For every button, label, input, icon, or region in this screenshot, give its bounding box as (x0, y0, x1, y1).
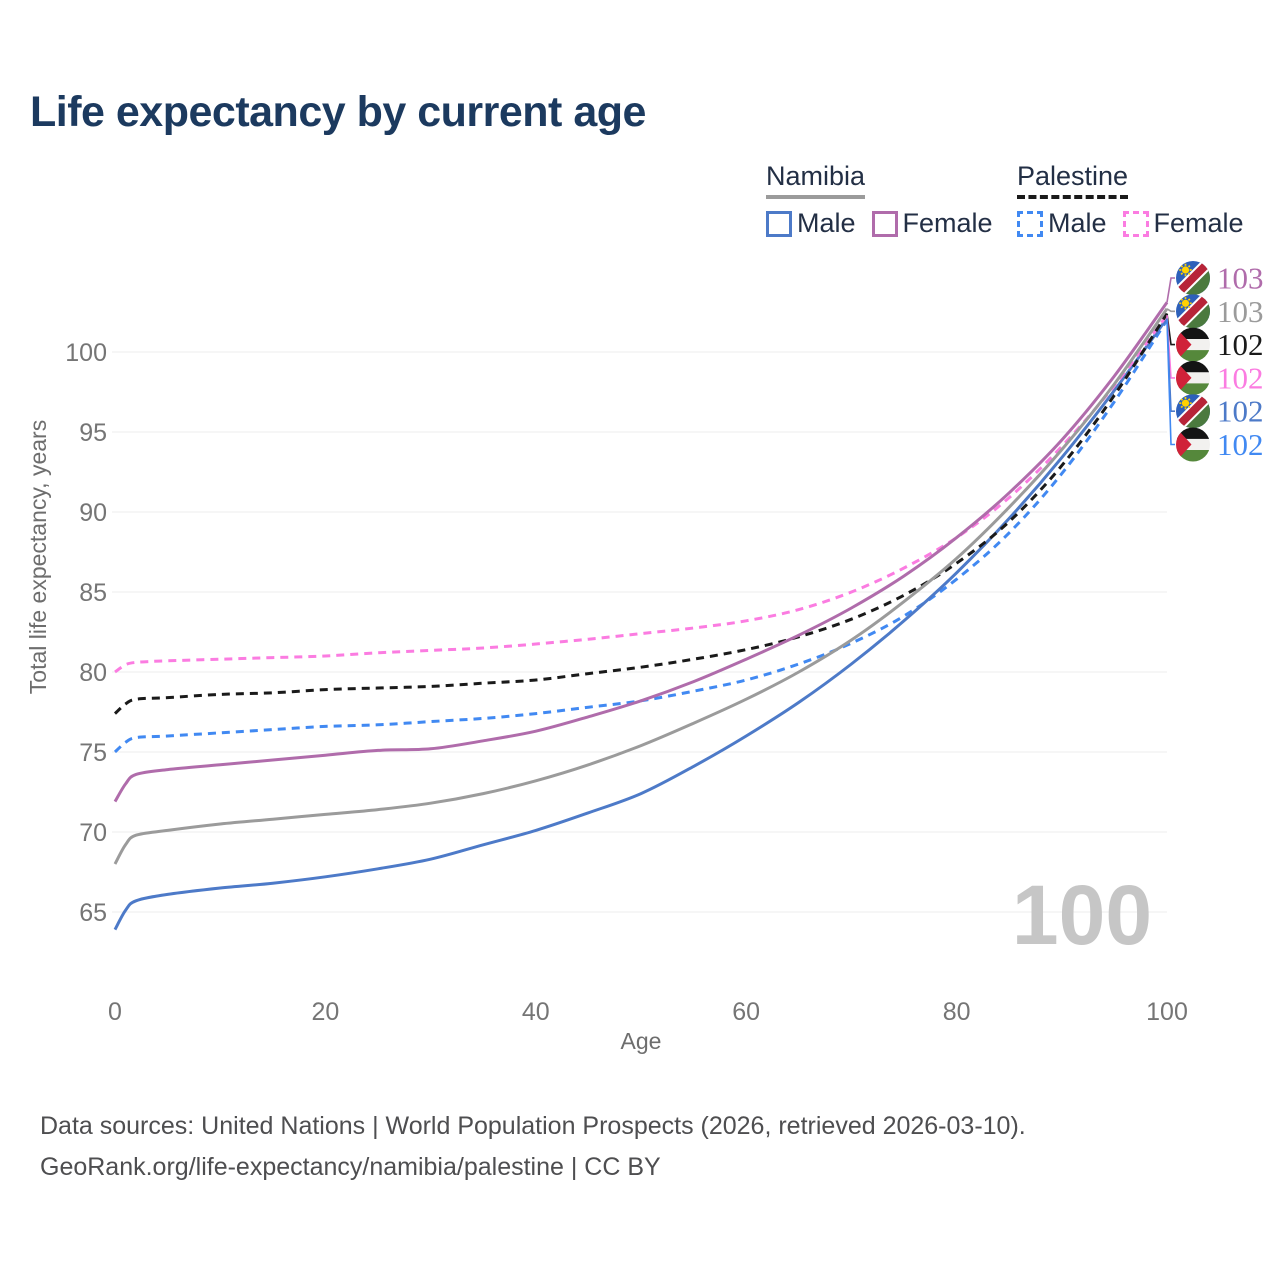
y-tick-label: 90 (79, 499, 107, 527)
legend-label: Female (1153, 208, 1244, 238)
legend-group-palestine: Palestine Male Female (1017, 161, 1244, 239)
x-tick-label: 80 (943, 998, 971, 1026)
end-value-label-namibia-male: 102 (1217, 394, 1264, 429)
x-tick-label: 60 (732, 998, 760, 1026)
end-value-label-namibia-total: 103 (1217, 294, 1264, 329)
x-tick-label: 100 (1146, 998, 1188, 1026)
legend-item-namibia-female[interactable]: Female (871, 208, 993, 239)
legend-label: Female (902, 208, 993, 238)
legend-item-palestine-male[interactable]: Male (1017, 208, 1107, 239)
legend-item-palestine-female[interactable]: Female (1122, 208, 1244, 239)
namibia-flag-icon (1174, 259, 1212, 297)
line-palestine-male[interactable] (113, 319, 1169, 754)
line-palestine-female[interactable] (114, 314, 1169, 674)
x-axis-title: Age (621, 1028, 662, 1054)
line-namibia-total[interactable] (113, 307, 1169, 865)
y-tick-label: 75 (79, 739, 107, 767)
y-tick-label: 100 (65, 339, 107, 367)
end-value-label-namibia-female: 103 (1217, 261, 1264, 296)
legend-country-palestine: Palestine (1017, 161, 1129, 199)
namibia-flag-icon (1174, 392, 1212, 430)
x-tick-label: 40 (522, 998, 550, 1026)
y-tick-label: 80 (79, 659, 107, 687)
footer: Data sources: United Nations | World Pop… (40, 1106, 1026, 1188)
namibia-flag-icon (1174, 292, 1212, 330)
leader-line-palestine-male (1166, 319, 1175, 446)
legend-country-namibia: Namibia (766, 161, 866, 199)
legend-item-namibia-male[interactable]: Male (766, 208, 856, 239)
x-axis-ticks: 0 20 40 60 80 100 (108, 998, 1188, 1026)
x-tick-label: 0 (108, 998, 122, 1026)
leader-line-namibia-female (1166, 277, 1175, 303)
y-axis-title: Total life expectancy, years (25, 420, 51, 694)
leader-line-namibia-total (1166, 308, 1175, 313)
y-axis-ticks: 65 70 75 80 85 90 95 100 (65, 339, 107, 927)
palestine-female-swatch-icon (1122, 210, 1149, 237)
y-tick-label: 70 (79, 819, 107, 847)
page-title: Life expectancy by current age (30, 88, 646, 136)
end-value-label-palestine-female: 102 (1217, 360, 1264, 395)
line-namibia-male[interactable] (113, 317, 1169, 931)
namibia-female-swatch-icon (871, 210, 898, 237)
legend-label: Male (797, 208, 856, 238)
legend-label: Male (1048, 208, 1107, 238)
end-value-label-palestine-male: 102 (1217, 427, 1264, 462)
namibia-male-swatch-icon (766, 210, 792, 237)
y-tick-label: 85 (79, 579, 107, 607)
series-lines (113, 301, 1169, 931)
palestine-flag-icon (1176, 361, 1210, 395)
footer-sources: Data sources: United Nations | World Pop… (40, 1112, 1026, 1140)
hover-age-watermark: 100 (1012, 868, 1152, 962)
palestine-male-swatch-icon (1017, 210, 1043, 237)
y-tick-label: 95 (79, 419, 107, 447)
footer-attribution: GeoRank.org/life-expectancy/namibia/pale… (40, 1153, 661, 1181)
x-tick-label: 20 (311, 998, 339, 1026)
legend-group-namibia: Namibia Male Female (766, 161, 993, 239)
line-namibia-female[interactable] (113, 301, 1169, 803)
end-value-label-palestine-total: 102 (1217, 327, 1264, 362)
palestine-flag-icon (1176, 428, 1210, 462)
gridlines (112, 351, 1167, 913)
line-palestine-total[interactable] (113, 312, 1169, 715)
palestine-flag-icon (1176, 328, 1210, 362)
y-tick-label: 65 (79, 899, 107, 927)
